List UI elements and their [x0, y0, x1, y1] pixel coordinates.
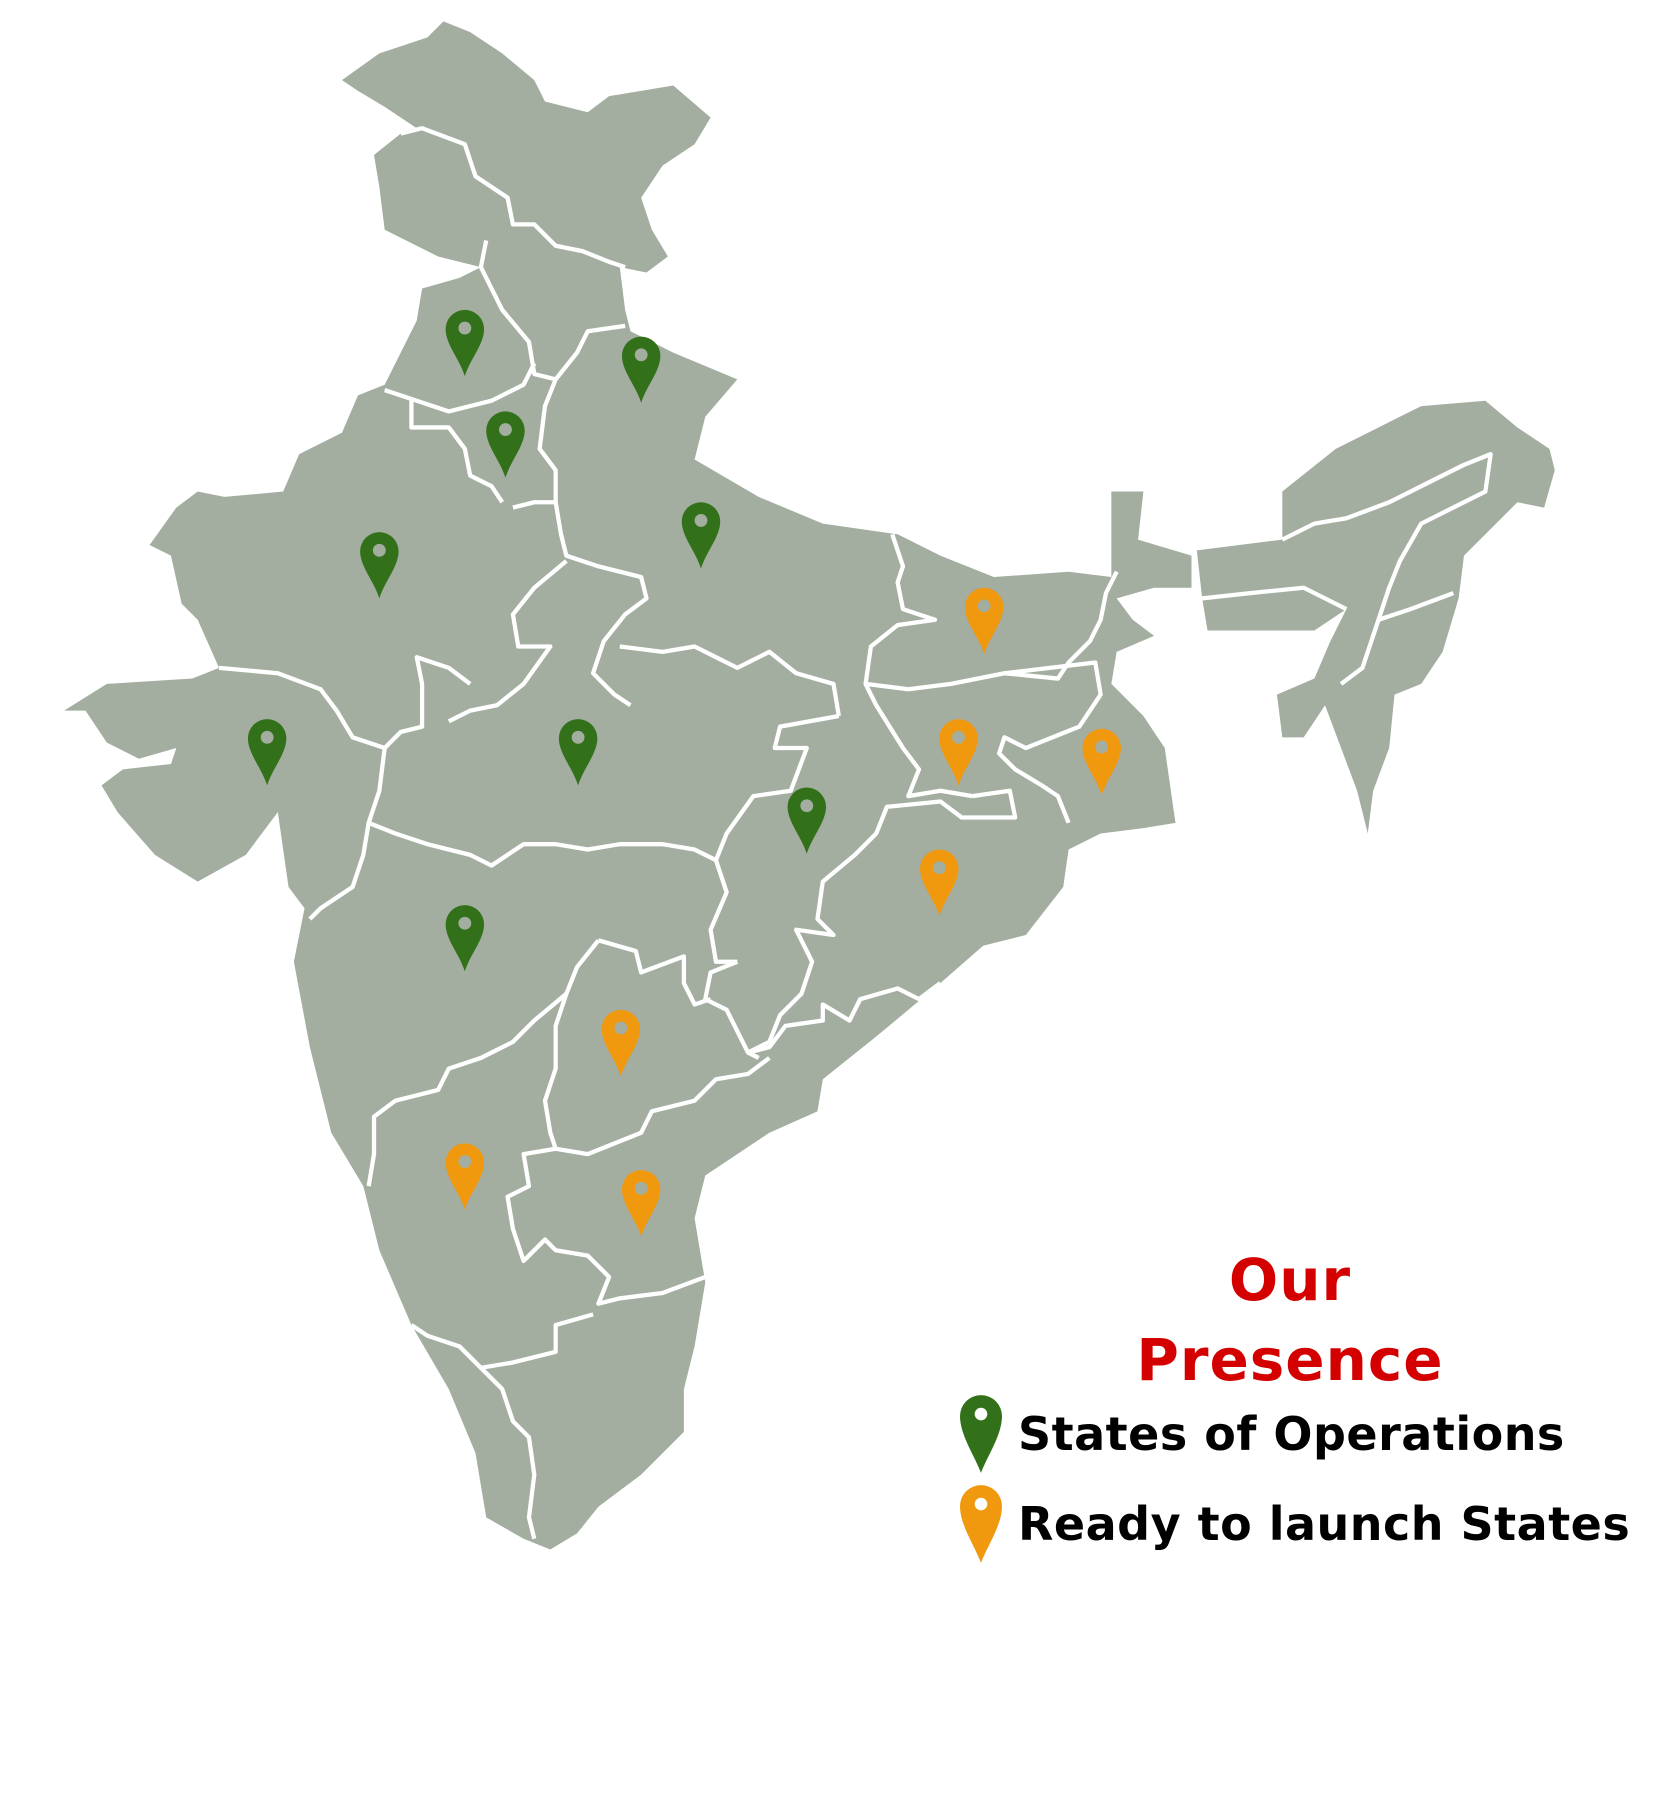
map-pin-icon: [960, 1395, 1002, 1473]
map-pin-dot: [571, 730, 585, 744]
map-pin-ready: [920, 849, 959, 916]
map-pin-dot: [694, 513, 708, 527]
map-pin-operations: [787, 787, 827, 854]
map-pin-dot: [458, 1155, 472, 1168]
map-pin-dot: [932, 861, 946, 875]
map-pin-icon: [920, 849, 959, 916]
map-pin-dot: [458, 321, 472, 335]
map-pin-ready: [621, 1170, 661, 1237]
map-pin-dot: [614, 1021, 628, 1035]
legend-label-operations: States of Operations: [1018, 1407, 1565, 1461]
map-pin-icon: [445, 905, 485, 972]
map-pin-operations: [247, 719, 287, 786]
map-pin-dot: [1095, 740, 1109, 754]
map-pin-dot: [499, 423, 512, 436]
map-pin-icon: [939, 719, 978, 786]
map-pin-ready: [1082, 728, 1121, 796]
map-pin-dot: [952, 730, 965, 744]
state-borders: [218, 126, 1493, 1540]
map-pin-ready: [445, 1143, 485, 1210]
map-pin-ready: [601, 1009, 641, 1077]
map-pin-operations: [445, 905, 485, 972]
map-pin-dot: [800, 799, 814, 813]
map-pin-dot: [977, 599, 991, 613]
map-pin-icon: [360, 532, 399, 599]
map-pin-icon: [621, 336, 661, 403]
map-pin-operations: [558, 719, 598, 786]
map-pin-icon: [621, 1170, 661, 1237]
map-pin-icon: [964, 587, 1004, 654]
map-pin-icon: [681, 502, 721, 569]
map-pin-icon: [486, 411, 525, 478]
legend-item-operations: States of Operations: [960, 1393, 1565, 1475]
legend-label-ready: Ready to launch States: [1018, 1497, 1631, 1551]
map-pin-icon: [601, 1009, 641, 1077]
map-pin-icon: [960, 1485, 1002, 1563]
india-northeast-shape: [1196, 400, 1555, 834]
map-pin-icon: [445, 1143, 485, 1210]
legend-title: Our Presence: [1136, 1246, 1444, 1394]
map-pin-operations: [445, 309, 485, 377]
map-pin-operations: [621, 336, 661, 403]
map-pin-dot: [372, 543, 386, 557]
map-pin-icon: [445, 309, 485, 377]
map-pin-dot: [260, 730, 274, 744]
legend-item-ready: Ready to launch States: [960, 1483, 1630, 1565]
map-pin-dot: [634, 1181, 648, 1195]
map-pin-ready: [939, 719, 978, 786]
map-pin-dot: [458, 916, 472, 930]
map-pin-icon: [1082, 728, 1121, 796]
india-mainland-shape: [64, 21, 1192, 1550]
map-pin-operations: [360, 532, 399, 599]
map-markers: [247, 309, 1121, 1237]
map-pin-icon: [247, 719, 287, 786]
map-pin-dot: [634, 348, 648, 362]
map-pin-icon: [787, 787, 827, 854]
map-pin-operations: [681, 502, 721, 569]
map-pin-icon: [558, 719, 598, 786]
map-pin-operations: [486, 411, 525, 478]
map-pin-ready: [964, 587, 1004, 654]
